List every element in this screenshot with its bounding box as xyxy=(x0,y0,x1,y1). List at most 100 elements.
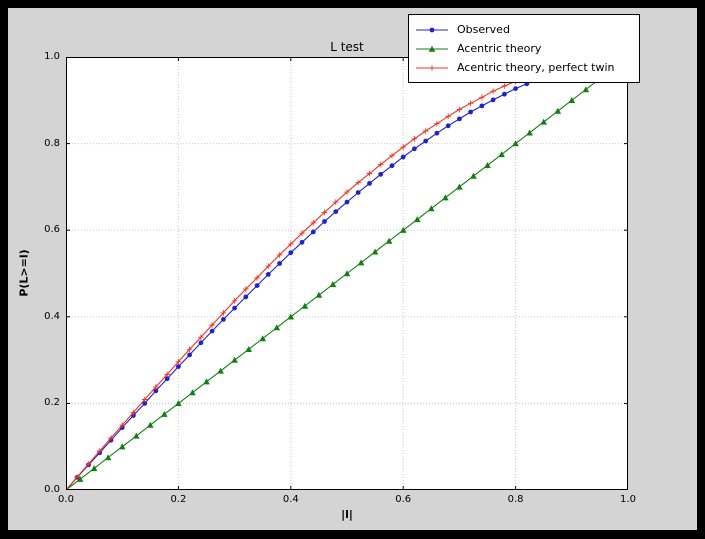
marker-plus xyxy=(85,461,92,467)
marker-circle xyxy=(412,146,417,152)
marker-triangle xyxy=(385,237,393,244)
marker-plus xyxy=(276,252,283,258)
marker-plus xyxy=(130,409,137,416)
marker-plus xyxy=(231,298,238,304)
marker-triangle xyxy=(399,226,407,233)
y-tick-label: 0.4 xyxy=(44,310,60,322)
y-axis-label: P(L>=l) xyxy=(17,249,31,297)
marker-plus xyxy=(321,209,328,216)
marker-triangle xyxy=(90,465,98,472)
legend-label: Acentric theory xyxy=(457,42,542,55)
legend-label: Observed xyxy=(457,23,510,36)
marker-circle xyxy=(445,123,451,129)
marker-plus xyxy=(479,94,485,101)
marker-circle xyxy=(429,27,435,32)
x-axis-label: |l| xyxy=(341,508,353,521)
marker-triangle xyxy=(554,107,562,114)
marker-plus xyxy=(344,189,350,195)
marker-triangle xyxy=(428,205,435,212)
plot-canvas xyxy=(66,57,628,490)
marker-triangle xyxy=(76,475,84,482)
marker-triangle xyxy=(104,454,112,461)
marker-circle xyxy=(434,130,440,136)
marker-plus xyxy=(119,422,125,428)
marker-circle xyxy=(254,283,260,288)
marker-triangle xyxy=(273,324,281,331)
x-tick-label: 1.0 xyxy=(620,494,636,505)
marker-circle xyxy=(221,317,226,322)
marker-plus xyxy=(377,161,384,168)
marker-triangle xyxy=(484,162,491,168)
marker-plus xyxy=(288,241,294,247)
marker-plus xyxy=(434,120,440,127)
y-tick-label: 0.8 xyxy=(44,137,60,149)
marker-plus xyxy=(220,310,227,316)
marker-plus xyxy=(355,179,361,186)
marker-plus xyxy=(456,106,463,113)
marker-triangle xyxy=(343,270,351,277)
marker-triangle xyxy=(301,302,309,309)
marker-triangle xyxy=(526,129,533,136)
marker-plus xyxy=(164,371,170,378)
marker-plus xyxy=(198,334,204,340)
marker-plus xyxy=(501,83,508,89)
marker-triangle xyxy=(568,97,576,103)
marker-circle xyxy=(333,209,339,215)
marker-triangle xyxy=(287,313,295,320)
marker-circle xyxy=(367,181,372,186)
marker-circle xyxy=(389,163,395,169)
marker-circle xyxy=(198,340,204,346)
marker-triangle xyxy=(413,216,421,223)
series-line-1 xyxy=(66,67,615,490)
figure: L test P(L>=l) 0.0 0.2 0.4 0.6 0.8 1.0 0.0 0.2… xyxy=(8,8,697,530)
marker-triangle xyxy=(118,443,126,450)
marker-triangle xyxy=(259,335,266,342)
legend: Observed Acentric theory Acentric theory, … xyxy=(408,14,640,83)
marker-circle xyxy=(142,401,148,406)
marker-circle xyxy=(187,352,192,358)
marker-triangle xyxy=(147,421,154,428)
marker-circle xyxy=(265,272,271,277)
marker-circle xyxy=(232,305,238,311)
x-tick-label: 0.2 xyxy=(170,494,187,505)
marker-plus xyxy=(389,152,395,159)
marker-plus xyxy=(175,359,182,365)
marker-triangle xyxy=(189,389,196,396)
marker-plus xyxy=(299,230,305,236)
axes-border xyxy=(66,57,628,490)
y-tick-label: 0.0 xyxy=(44,484,60,495)
marker-triangle xyxy=(357,259,365,266)
marker-triangle xyxy=(470,172,477,179)
marker-circle xyxy=(243,294,249,300)
legend-sample-plus-icon xyxy=(416,64,448,71)
marker-circle xyxy=(176,364,181,369)
marker-circle xyxy=(164,376,170,382)
marker-plus xyxy=(411,136,418,142)
marker-triangle xyxy=(175,400,182,407)
x-tick-label: 0.6 xyxy=(395,494,412,505)
marker-circle xyxy=(479,103,485,109)
marker-triangle xyxy=(133,432,140,439)
marker-triangle xyxy=(512,140,519,147)
y-tick-label: 1.0 xyxy=(44,51,60,62)
marker-plus xyxy=(400,144,406,150)
marker-triangle xyxy=(428,45,436,52)
marker-plus xyxy=(254,275,260,281)
marker-circle xyxy=(299,239,305,245)
marker-plus xyxy=(153,384,159,390)
marker-triangle xyxy=(203,378,210,385)
legend-label: Acentric theory, perfect twin xyxy=(457,61,615,74)
marker-triangle xyxy=(329,281,337,287)
marker-plus xyxy=(467,100,474,107)
marker-triangle xyxy=(456,183,463,190)
marker-circle xyxy=(378,171,384,177)
marker-circle xyxy=(310,229,316,235)
marker-plus xyxy=(186,346,193,353)
plot-area xyxy=(66,57,628,490)
marker-circle xyxy=(468,109,473,115)
marker-triangle xyxy=(371,248,379,255)
marker-triangle xyxy=(217,367,224,374)
x-tick-label: 0.0 xyxy=(58,494,74,505)
legend-sample-triangle-icon xyxy=(416,45,448,52)
marker-triangle xyxy=(315,291,323,298)
